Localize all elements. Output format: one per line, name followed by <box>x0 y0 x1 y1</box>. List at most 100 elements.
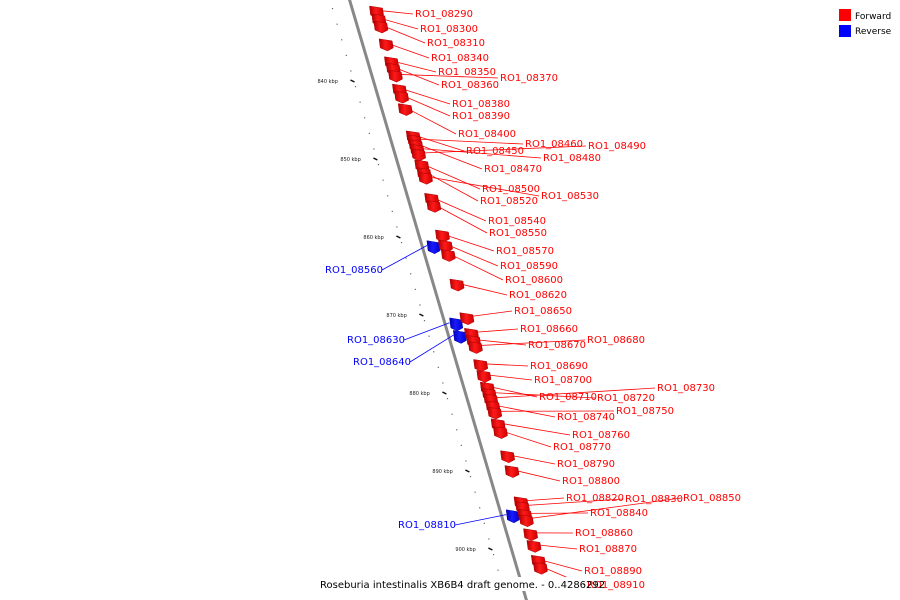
gene-feature <box>453 330 467 344</box>
label-leader-line <box>491 387 656 399</box>
sequence-backbone <box>348 0 528 600</box>
gene-label: RO1_08490 <box>588 141 646 152</box>
scale-dot <box>387 195 389 197</box>
label-leader-line <box>381 24 426 44</box>
gene-label: RO1_08370 <box>500 73 558 84</box>
scale-dot <box>433 351 435 353</box>
scale-tick-label: 890 kbp <box>432 469 452 475</box>
gene-label: RO1_08290 <box>415 9 473 20</box>
label-leader-lines <box>377 9 682 586</box>
label-leader-line <box>467 310 513 318</box>
scale-dot <box>373 148 375 150</box>
gene-feature <box>505 509 520 524</box>
gene-feature <box>411 148 426 162</box>
scale-tick-label: 850 kbp <box>340 157 360 163</box>
caption: Roseburia intestinalis XB6B4 draft genom… <box>320 580 605 591</box>
gene-feature <box>487 406 503 420</box>
gene-label: RO1_08310 <box>427 38 485 49</box>
gene-label: RO1_08790 <box>557 459 615 470</box>
label-leader-line <box>484 374 533 381</box>
gene-feature <box>476 370 492 383</box>
scale-dot <box>359 101 361 103</box>
scale-dot <box>492 554 495 556</box>
label-leader-line <box>403 322 450 341</box>
gene-label: RO1_08770 <box>553 442 611 453</box>
label-leader-line <box>419 145 587 154</box>
gene-label: RO1_08690 <box>530 361 588 372</box>
gene-label: RO1_08860 <box>575 528 633 539</box>
label-leader-line <box>443 233 495 252</box>
gene-feature <box>435 229 450 243</box>
scale-dot <box>364 117 366 119</box>
label-leader-line <box>405 107 457 135</box>
label-leader-line <box>527 497 682 520</box>
label-leader-line <box>472 328 519 333</box>
gene-label: RO1_08590 <box>500 261 558 272</box>
gene-label: RO1_08760 <box>572 430 630 441</box>
label-leader-line <box>446 243 499 267</box>
gene-feature <box>449 317 464 332</box>
gene-label: RO1_08720 <box>597 393 655 404</box>
gene-feature <box>523 528 538 541</box>
gene-label: RO1_08300 <box>420 24 478 35</box>
scale-tick <box>419 313 424 317</box>
gene-feature <box>500 450 515 463</box>
gene-label: RO1_08810 <box>398 520 456 531</box>
gene-label: RO1_08390 <box>452 111 510 122</box>
gene-label: RO1_08890 <box>584 566 642 577</box>
label-leader-line <box>426 176 540 197</box>
scale-tick <box>396 235 401 239</box>
gene-label: RO1_08710 <box>539 392 597 403</box>
gene-label: RO1_08730 <box>657 383 715 394</box>
gene-label: RO1_08800 <box>562 476 620 487</box>
gene-feature <box>533 562 548 575</box>
scale-dot <box>428 335 430 337</box>
scale-dot <box>446 398 449 400</box>
scale-dot <box>341 39 343 41</box>
gene-feature <box>473 359 489 372</box>
label-leader-line <box>538 559 583 572</box>
scale-dot <box>400 242 403 244</box>
legend-forward-label: Forward <box>855 12 891 22</box>
label-leader-line <box>476 339 586 347</box>
gene-label: RO1_08840 <box>590 508 648 519</box>
scale-dot <box>354 86 357 88</box>
gene-label: RO1_08500 <box>482 184 540 195</box>
gene-feature <box>426 200 442 213</box>
scale-dots <box>331 8 504 587</box>
gene-label: RO1_08820 <box>566 493 624 504</box>
scale-dot <box>474 491 476 493</box>
scale-dot <box>456 429 458 431</box>
scale-dot <box>414 288 416 290</box>
gene-label: RO1_08530 <box>541 191 599 202</box>
gene-label: RO1_08380 <box>452 99 510 110</box>
scale-dot <box>368 132 370 134</box>
gene-feature <box>526 540 542 553</box>
gene-label: RO1_08660 <box>520 324 578 335</box>
gene-feature <box>388 69 403 83</box>
gene-features <box>369 5 548 575</box>
gene-label: RO1_08850 <box>683 493 741 504</box>
gene-feature <box>440 249 456 262</box>
scale-dot <box>465 460 467 462</box>
scale-tick-label: 840 kbp <box>318 79 338 85</box>
label-leader-line <box>393 66 440 86</box>
gene-feature <box>519 514 534 527</box>
scale-tick-label: 870 kbp <box>386 313 406 319</box>
gene-label: RO1_08460 <box>525 139 583 150</box>
legend-forward-swatch <box>839 9 851 21</box>
gene-feature <box>378 38 394 52</box>
scale-dot <box>405 257 407 259</box>
label-leader-line <box>457 282 508 296</box>
label-leader-line <box>392 60 437 73</box>
gene-feature <box>373 20 389 34</box>
gene-label: RO1_08870 <box>579 544 637 555</box>
label-leader-line <box>432 197 487 222</box>
gene-label: RO1_08520 <box>480 196 538 207</box>
label-leader-line <box>379 17 419 30</box>
label-leader-line <box>386 42 430 59</box>
gene-label: RO1_08550 <box>489 228 547 239</box>
label-leader-line <box>415 138 524 145</box>
label-leader-line <box>377 9 414 15</box>
legend-reverse-swatch <box>839 25 851 37</box>
